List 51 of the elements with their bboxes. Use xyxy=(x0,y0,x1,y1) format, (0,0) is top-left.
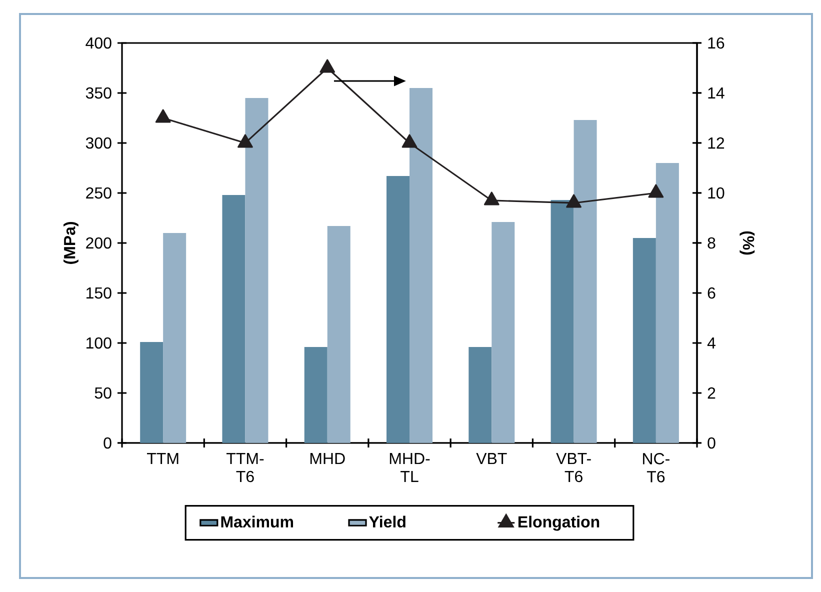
x-tick-label: VBT-T6 xyxy=(556,453,591,482)
bar xyxy=(574,120,597,443)
y-tick-label: 150 xyxy=(86,287,112,299)
y2-tick-label: 2 xyxy=(708,387,716,399)
y-tick-label: 350 xyxy=(86,87,112,99)
bar xyxy=(140,342,164,443)
y2-tick-label: 0 xyxy=(708,437,716,449)
x-tick-label: VBT xyxy=(476,453,507,464)
bar xyxy=(468,346,492,443)
y-tick-label: 100 xyxy=(86,337,112,349)
y-tick-label: 0 xyxy=(104,437,112,449)
y2-tick-label: 12 xyxy=(708,137,724,149)
legend-label: Yield xyxy=(369,516,406,528)
y-tick-label: 200 xyxy=(86,237,112,249)
x-tick-label: NC-T6 xyxy=(643,453,670,482)
point xyxy=(648,184,664,198)
bar xyxy=(656,162,679,443)
y-tick-label: 50 xyxy=(94,387,112,399)
bar xyxy=(245,98,268,443)
bar xyxy=(304,346,328,443)
point xyxy=(566,194,582,208)
bar xyxy=(222,194,246,443)
x-tick-label: MHD xyxy=(310,453,345,464)
point xyxy=(155,109,171,123)
bar xyxy=(550,200,574,443)
bar xyxy=(163,232,186,443)
y-tick-label: 300 xyxy=(86,137,112,149)
y2-tick-label: 6 xyxy=(708,287,716,299)
bar xyxy=(327,226,350,443)
y-axis-title: (MPa) xyxy=(64,222,78,264)
y2-axis-title: (%) xyxy=(740,231,755,255)
x-tick-label: TTM-T6 xyxy=(226,453,264,482)
point xyxy=(238,134,253,148)
x-tick-label: TTM xyxy=(147,453,178,464)
point xyxy=(320,59,336,73)
y2-tick-label: 14 xyxy=(708,87,724,98)
bar xyxy=(386,176,410,443)
bar xyxy=(492,222,515,443)
y2-tick-label: 4 xyxy=(707,337,716,348)
legend-label: Elongation xyxy=(518,516,600,531)
bar xyxy=(410,88,433,443)
bar xyxy=(632,238,656,443)
legend-label: Maximum xyxy=(221,516,294,528)
y-tick-label: 400 xyxy=(86,37,112,49)
y2-tick-label: 8 xyxy=(708,237,716,249)
y-tick-label: 250 xyxy=(86,187,112,199)
point xyxy=(402,134,418,148)
x-tick-label: MHD-TL xyxy=(390,453,430,482)
y2-tick-label: 16 xyxy=(708,37,724,49)
y2-tick-label: 10 xyxy=(708,187,724,199)
point xyxy=(484,192,500,206)
